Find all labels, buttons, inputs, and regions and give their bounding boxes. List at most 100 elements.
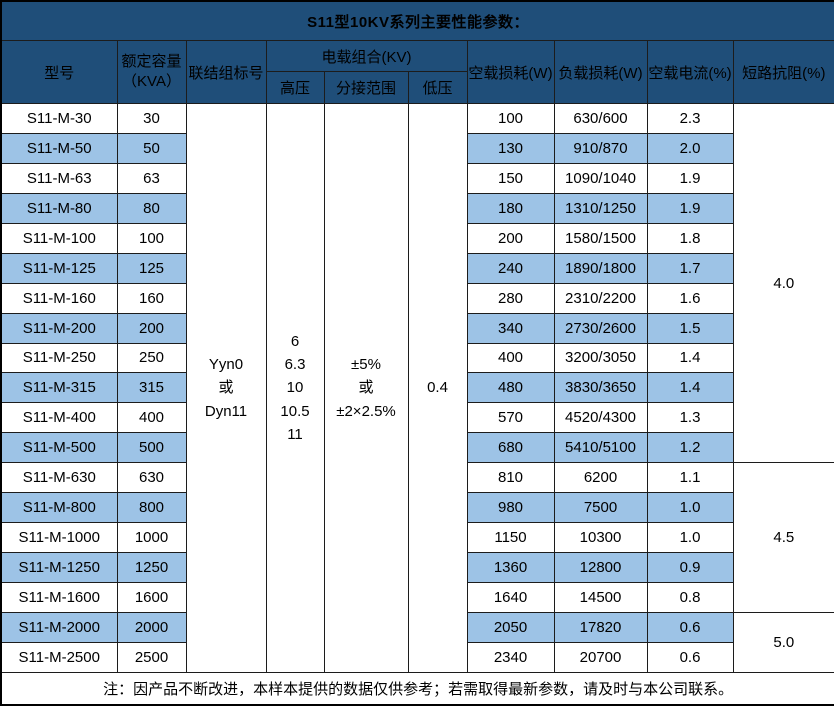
table-row: S11-M-800 800 980 7500 1.0: [0, 492, 834, 524]
no-load-current-cell: 1.9: [646, 162, 734, 194]
no-load-loss-cell: 570: [466, 402, 555, 434]
no-load-loss-cell: 2340: [466, 641, 555, 674]
hv-cell-line: 10.5: [280, 402, 310, 420]
no-load-loss-cell: 1150: [466, 522, 555, 554]
capacity-cell: 400: [116, 402, 187, 434]
table-row: S11-M-160 160 280 2310/2200 1.6: [0, 282, 834, 314]
model-cell: S11-M-800: [0, 492, 118, 524]
table-row: S11-M-30 30 Yyn0 或 Dyn11 6 6.3 10 10.5 11 ±5% 或 ±2×2…: [0, 102, 834, 673]
no-load-current-cell: 1.2: [646, 432, 734, 464]
table-row: S11-M-63 63 150 1090/1040 1.9: [0, 162, 834, 194]
impedance-cell: 4.5: [732, 462, 834, 613]
model-cell: S11-M-250: [0, 342, 118, 374]
model-cell: S11-M-315: [0, 372, 118, 404]
load-loss-cell: 4520/4300: [553, 402, 648, 434]
load-loss-cell: 2730/2600: [553, 312, 648, 344]
table-row: S11-M-100 100 200 1580/1500 1.8: [0, 222, 834, 254]
footer-row: 注：因产品不断改进，本样本提供的数据仅供参考；若需取得最新参数，请及时与本公司联…: [0, 672, 834, 706]
hv-cell: 6 6.3 10 10.5 11: [265, 103, 325, 673]
load-loss-cell: 7500: [553, 492, 648, 524]
no-load-current-cell: 1.3: [646, 402, 734, 434]
model-cell: S11-M-630: [0, 462, 118, 494]
footer-note: 注：因产品不断改进，本样本提供的数据仅供参考；若需取得最新参数，请及时与本公司联…: [0, 672, 834, 706]
no-load-loss-cell: 810: [466, 462, 555, 494]
col-header-tap-range: 分接范围: [323, 71, 409, 104]
load-loss-cell: 3830/3650: [553, 372, 648, 404]
no-load-loss-cell: 200: [466, 222, 555, 254]
no-load-current-cell: 1.8: [646, 222, 734, 254]
capacity-cell: 2000: [116, 611, 187, 643]
load-loss-cell: 20700: [553, 641, 648, 674]
col-header-model: 型号: [0, 40, 118, 104]
capacity-cell: 50: [116, 132, 187, 164]
capacity-cell: 1000: [116, 522, 187, 554]
table-row: S11-M-2000 2000 2050 17820 0.6 5.0: [0, 611, 834, 674]
col-header-hv: 高压: [265, 71, 325, 104]
load-loss-cell: 630/600: [553, 103, 648, 134]
capacity-cell: 125: [116, 252, 187, 284]
hv-cell-line: 11: [287, 425, 303, 443]
no-load-current-cell: 0.9: [646, 552, 734, 583]
capacity-cell: 800: [116, 492, 187, 524]
col-header-load-combo: 电载组合(KV): [265, 40, 468, 72]
table-row: S11-M-80 80 180 1310/1250 1.9: [0, 192, 834, 224]
no-load-loss-cell: 340: [466, 312, 555, 344]
table-body: S11-M-30 30 Yyn0 或 Dyn11 6 6.3 10 10.5 11 ±5% 或 ±2×2…: [0, 102, 834, 674]
no-load-loss-cell: 2050: [466, 611, 555, 643]
tap-range-cell-line: ±2×2.5%: [336, 402, 396, 420]
load-loss-cell: 1580/1500: [553, 222, 648, 254]
no-load-current-cell: 1.0: [646, 492, 734, 524]
table-row: S11-M-1600 1600 1640 14500 0.8: [0, 582, 834, 613]
no-load-current-cell: 0.6: [646, 611, 734, 643]
no-load-current-cell: 1.0: [646, 522, 734, 554]
no-load-current-cell: 1.5: [646, 312, 734, 344]
impedance-cell: 5.0: [732, 611, 834, 674]
col-header-impedance: 短路抗阻(%): [732, 40, 834, 104]
load-loss-cell: 14500: [553, 582, 648, 613]
load-loss-cell: 17820: [553, 611, 648, 643]
model-cell: S11-M-50: [0, 132, 118, 164]
model-cell: S11-M-125: [0, 252, 118, 284]
page-title: S11型10KV系列主要性能参数：: [0, 0, 834, 41]
capacity-cell: 2500: [116, 641, 187, 674]
capacity-cell: 500: [116, 432, 187, 464]
table-row: S11-M-500 500 680 5410/5100 1.2: [0, 432, 834, 464]
capacity-cell: 63: [116, 162, 187, 194]
no-load-current-cell: 2.0: [646, 132, 734, 164]
capacity-cell: 160: [116, 282, 187, 314]
load-loss-cell: 6200: [553, 462, 648, 494]
model-cell: S11-M-1600: [0, 582, 118, 613]
model-cell: S11-M-100: [0, 222, 118, 254]
connection-cell: Yyn0 或 Dyn11: [185, 103, 267, 673]
col-header-no-load-loss: 空载损耗(W): [466, 40, 555, 104]
capacity-cell: 315: [116, 372, 187, 404]
no-load-loss-cell: 150: [466, 162, 555, 194]
capacity-cell: 100: [116, 222, 187, 254]
col-header-capacity: 额定容量 （KVA）: [116, 40, 187, 104]
no-load-loss-cell: 400: [466, 342, 555, 374]
model-cell: S11-M-1000: [0, 522, 118, 554]
model-cell: S11-M-160: [0, 282, 118, 314]
model-cell: S11-M-30: [0, 103, 118, 134]
hv-cell-line: 10: [286, 379, 304, 397]
table-row: S11-M-2500 2500 2340 20700 0.6: [0, 641, 834, 674]
load-loss-cell: 2310/2200: [553, 282, 648, 314]
no-load-current-cell: 1.7: [646, 252, 734, 284]
table-row: S11-M-315 315 480 3830/3650 1.4: [0, 372, 834, 404]
no-load-loss-cell: 680: [466, 432, 555, 464]
table-row: S11-M-250 250 400 3200/3050 1.4: [0, 342, 834, 374]
no-load-loss-cell: 240: [466, 252, 555, 284]
capacity-cell: 250: [116, 342, 187, 374]
hv-cell-line: 6: [290, 332, 300, 350]
capacity-cell: 80: [116, 192, 187, 224]
load-loss-cell: 12800: [553, 552, 648, 583]
connection-cell-line: Yyn0: [208, 356, 244, 374]
header-row-1: 型号 额定容量 （KVA） 联结组标号 电载组合(KV) 空载损耗(W) 负载损…: [0, 40, 834, 104]
hv-cell-line: 6.3: [284, 356, 306, 374]
load-loss-cell: 1890/1800: [553, 252, 648, 284]
tap-range-cell-line: 或: [358, 379, 374, 397]
load-loss-cell: 1310/1250: [553, 192, 648, 224]
no-load-loss-cell: 130: [466, 132, 555, 164]
col-header-load-loss: 负载损耗(W): [553, 40, 648, 104]
